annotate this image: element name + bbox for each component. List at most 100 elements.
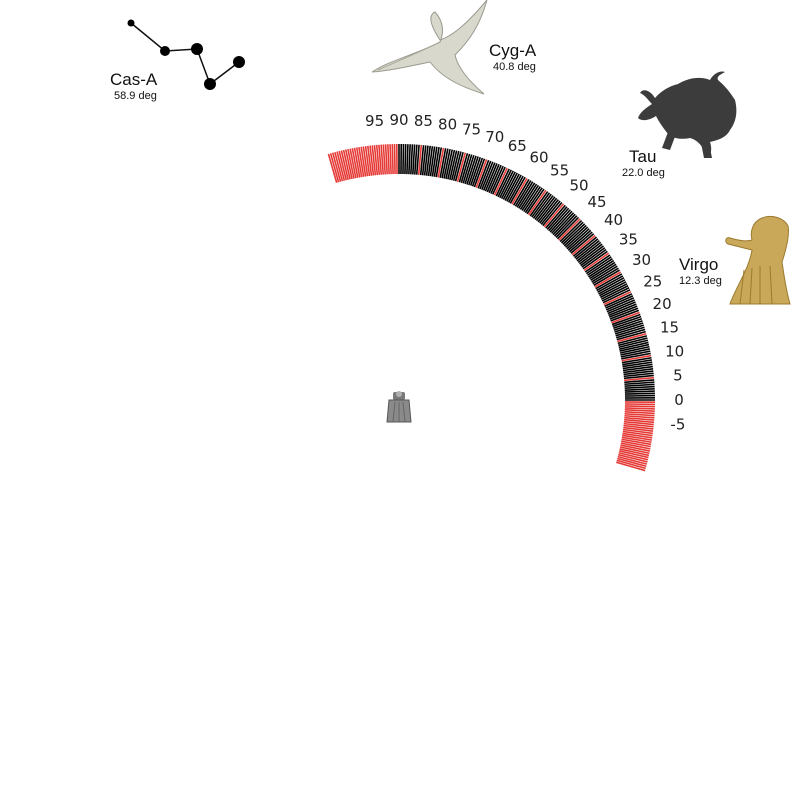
dial-tick	[519, 183, 538, 210]
dial-tick	[592, 267, 619, 285]
dial-tick	[513, 179, 530, 206]
dial-tick	[362, 146, 369, 177]
dial-tick	[439, 148, 447, 178]
dial-tick	[622, 434, 652, 441]
dial-tick-label: 90	[389, 111, 408, 129]
dial-tick	[552, 212, 575, 236]
dial-tick	[344, 149, 353, 180]
dial-tick	[482, 162, 496, 191]
dial-tick-label: 80	[438, 115, 457, 133]
dial-tick	[342, 149, 351, 180]
dial-tick	[615, 326, 645, 337]
dial-tick	[621, 440, 651, 448]
dial-tick	[413, 144, 418, 175]
dial-tick	[378, 144, 383, 175]
taurus-bull-icon	[638, 71, 737, 158]
dial-tick	[336, 151, 346, 181]
dial-tick	[619, 343, 650, 352]
dial-tick	[594, 271, 622, 288]
dial-tick	[338, 150, 348, 181]
dial-tick	[540, 200, 561, 225]
dial-tick	[406, 144, 409, 175]
dial-tick	[367, 145, 373, 176]
dial-tick	[623, 420, 654, 426]
dial-tick	[477, 159, 490, 189]
dial-tick	[616, 328, 646, 339]
dial-tick-label: 60	[529, 149, 548, 167]
dial-tick	[577, 243, 603, 264]
dial-tick	[617, 455, 648, 465]
dial-tick	[584, 254, 611, 273]
dial-tick	[575, 240, 600, 260]
dial-tick	[468, 156, 479, 186]
dial-tick	[617, 457, 647, 468]
dial-tick	[488, 164, 502, 194]
dial-tick	[623, 370, 654, 376]
dial-tick-label: 75	[462, 121, 481, 139]
dial-tick	[364, 146, 371, 177]
dial-tick	[591, 265, 618, 283]
dial-tick	[610, 309, 640, 322]
dial-tick	[469, 156, 481, 186]
dial-tick	[380, 144, 385, 175]
dial-tick	[624, 407, 655, 410]
dial-tick	[601, 287, 630, 302]
dial-tick	[608, 303, 637, 317]
dial-tick	[624, 390, 655, 393]
dial-tick	[558, 218, 581, 241]
dial-tick	[462, 154, 473, 184]
dial-tick	[623, 422, 654, 428]
dial-tick	[518, 182, 536, 209]
dial-tick	[622, 430, 653, 437]
dial-tick	[587, 258, 613, 276]
dial-tick	[351, 148, 359, 178]
dial-tick	[431, 146, 438, 177]
dial-tick	[623, 374, 654, 380]
dial-tick	[611, 313, 641, 326]
dial-tick	[360, 146, 367, 177]
dial-tick	[621, 354, 652, 362]
dial-tick	[580, 247, 606, 267]
dial-tick-label: 35	[619, 230, 638, 248]
dial-tick	[542, 201, 563, 227]
dial-tick	[524, 187, 543, 214]
dial-tick	[617, 335, 648, 345]
dial-tick	[624, 381, 655, 386]
dial-tick	[516, 181, 534, 208]
cassiopeia-constellation-icon	[127, 19, 245, 90]
dial-tick	[475, 159, 488, 188]
dial-tick	[559, 219, 583, 243]
dial-tick	[410, 144, 414, 175]
dial-tick	[624, 403, 655, 406]
dial-tick	[565, 226, 589, 248]
dial-tick	[514, 180, 532, 207]
dial-tick	[449, 150, 458, 180]
dial-tick	[408, 144, 411, 175]
dial-tick-label: 0	[674, 391, 684, 409]
dial-tick	[473, 158, 486, 188]
dial-tick	[425, 145, 431, 176]
source-name-tau: Tau	[629, 147, 656, 166]
dial-tick	[486, 164, 500, 193]
dial-tick	[548, 207, 570, 232]
dial-tick	[609, 307, 639, 320]
dial-tick	[506, 174, 522, 202]
virgo-maiden-icon	[725, 215, 791, 305]
dial-tick	[531, 192, 551, 218]
cygnus-swan-icon	[371, 0, 488, 95]
dial-tick	[596, 275, 624, 292]
dial-tick	[495, 168, 510, 197]
dial-tick	[605, 297, 635, 311]
dial-ticks	[327, 144, 655, 472]
dial-tick	[437, 147, 445, 178]
dial-tick	[532, 193, 552, 219]
dial-tick	[340, 150, 349, 180]
dial-tick	[535, 196, 556, 222]
dial-tick	[618, 451, 649, 461]
dial-tick	[623, 372, 654, 378]
dial-tick	[620, 350, 651, 358]
dial-tick	[484, 163, 498, 192]
dial-tick	[561, 221, 584, 244]
dial-tick	[616, 461, 646, 472]
dial-tick	[534, 195, 554, 220]
